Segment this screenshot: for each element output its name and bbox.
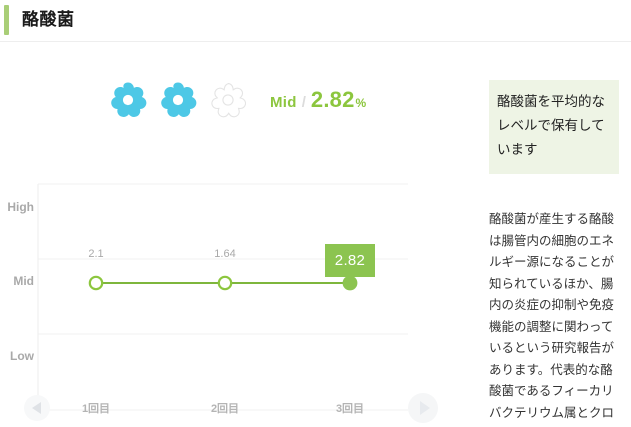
page-header: 酪酸菌 xyxy=(0,0,631,42)
flower-filled-icon-2 xyxy=(161,82,197,117)
score-separator: / xyxy=(301,94,306,111)
data-point-1 xyxy=(88,275,104,291)
info-pane: 酪酸菌を平均的なレベルで保有しています 酪酸菌が産生する酪酸は腸管内の細胞のエネ… xyxy=(489,42,619,427)
flower-empty-icon-3 xyxy=(211,83,247,118)
chart-pane: Mid / 2.82 % xyxy=(0,42,470,427)
chart-prev-button[interactable] xyxy=(24,395,50,421)
chart-canvas xyxy=(37,183,408,411)
summary-callout: 酪酸菌を平均的なレベルで保有しています xyxy=(489,80,619,174)
data-point-tooltip[interactable]: 2.82 xyxy=(325,244,375,277)
x-axis-label-1: 1回目 xyxy=(81,403,111,415)
data-point-2 xyxy=(217,275,233,291)
data-point-label-2: 1.64 xyxy=(214,248,236,260)
score-text: Mid / 2.82 % xyxy=(270,87,366,113)
y-axis-label-high: High xyxy=(7,200,34,214)
flower-filled-icon-1 xyxy=(111,82,147,117)
detail-description: 酪酸菌が産生する酪酸は腸管内の細胞のエネルギー源になることが知られているほか、腸… xyxy=(489,212,615,420)
header-accent-bar xyxy=(4,5,9,35)
score-level-label: Mid xyxy=(270,94,297,111)
y-axis-label-low: Low xyxy=(10,349,34,363)
data-point-3-active xyxy=(342,275,358,291)
chart-next-button[interactable] xyxy=(408,393,438,423)
trend-chart: High Mid Low 2.1 1.64 2.82 2.82 1回目 2回目 … xyxy=(0,160,470,427)
score-value: 2.82 xyxy=(310,87,355,112)
score-unit: % xyxy=(355,96,367,110)
y-axis-label-mid: Mid xyxy=(13,274,34,288)
score-summary: Mid / 2.82 % xyxy=(108,80,366,120)
chevron-right-icon xyxy=(419,401,430,415)
x-axis-label-3: 3回目 xyxy=(335,403,365,415)
chevron-left-icon xyxy=(31,402,41,414)
x-axis-label-2: 2回目 xyxy=(210,403,240,415)
header-divider xyxy=(0,41,631,42)
data-point-label-1: 2.1 xyxy=(88,248,104,260)
page-title: 酪酸菌 xyxy=(22,10,75,29)
